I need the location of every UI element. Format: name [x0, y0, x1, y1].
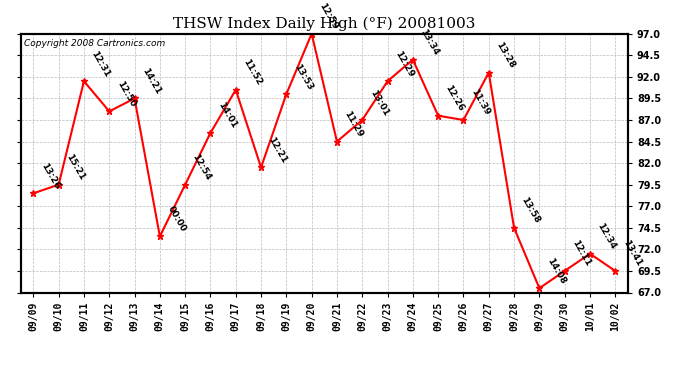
Text: 14:01: 14:01 [216, 101, 238, 130]
Text: Copyright 2008 Cartronics.com: Copyright 2008 Cartronics.com [23, 39, 165, 48]
Text: 00:00: 00:00 [166, 205, 187, 234]
Text: 12:34: 12:34 [595, 222, 618, 251]
Text: 12:29: 12:29 [393, 49, 415, 78]
Text: 12:11: 12:11 [570, 239, 592, 268]
Text: 13:58: 13:58 [520, 196, 542, 225]
Title: THSW Index Daily High (°F) 20081003: THSW Index Daily High (°F) 20081003 [173, 17, 475, 31]
Text: 11:29: 11:29 [342, 110, 365, 139]
Text: 14:08: 14:08 [545, 256, 567, 285]
Text: 15:21: 15:21 [64, 153, 86, 182]
Text: 12:59: 12:59 [317, 2, 339, 31]
Text: 12:50: 12:50 [115, 80, 137, 109]
Text: 12:31: 12:31 [90, 49, 112, 78]
Text: 12:54: 12:54 [190, 153, 213, 182]
Text: 13:53: 13:53 [292, 62, 314, 92]
Text: 13:01: 13:01 [368, 88, 390, 117]
Text: 12:21: 12:21 [266, 135, 288, 165]
Text: 13:34: 13:34 [418, 27, 441, 57]
Text: 13:26: 13:26 [39, 161, 61, 190]
Text: 11:52: 11:52 [241, 58, 264, 87]
Text: 14:21: 14:21 [140, 66, 162, 96]
Text: 12:26: 12:26 [444, 84, 466, 113]
Text: 13:41: 13:41 [621, 239, 643, 268]
Text: 13:28: 13:28 [494, 40, 516, 70]
Text: 11:39: 11:39 [469, 88, 491, 117]
